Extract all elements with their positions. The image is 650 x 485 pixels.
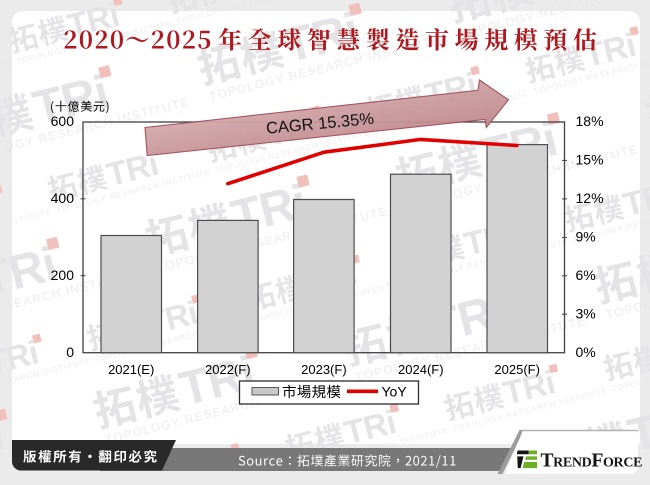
svg-text:3%: 3% [576, 305, 596, 321]
svg-text:2025(F): 2025(F) [494, 362, 540, 377]
svg-text:2021(E): 2021(E) [108, 362, 154, 377]
svg-text:200: 200 [51, 267, 75, 283]
svg-text:2024(F): 2024(F) [398, 362, 444, 377]
svg-text:2022(F): 2022(F) [205, 362, 251, 377]
svg-text:0: 0 [66, 344, 74, 360]
svg-text:TRENDFORCE: TRENDFORCE [541, 450, 643, 471]
svg-text:600: 600 [51, 113, 75, 129]
svg-text:18%: 18% [576, 113, 604, 129]
svg-text:2023(F): 2023(F) [301, 362, 347, 377]
svg-text:6%: 6% [576, 267, 596, 283]
svg-text:9%: 9% [576, 229, 596, 245]
svg-text:12%: 12% [576, 190, 604, 206]
svg-text:YoY: YoY [382, 384, 408, 400]
svg-text:0%: 0% [576, 344, 596, 360]
svg-text:15%: 15% [576, 152, 604, 168]
svg-text:400: 400 [51, 190, 75, 206]
